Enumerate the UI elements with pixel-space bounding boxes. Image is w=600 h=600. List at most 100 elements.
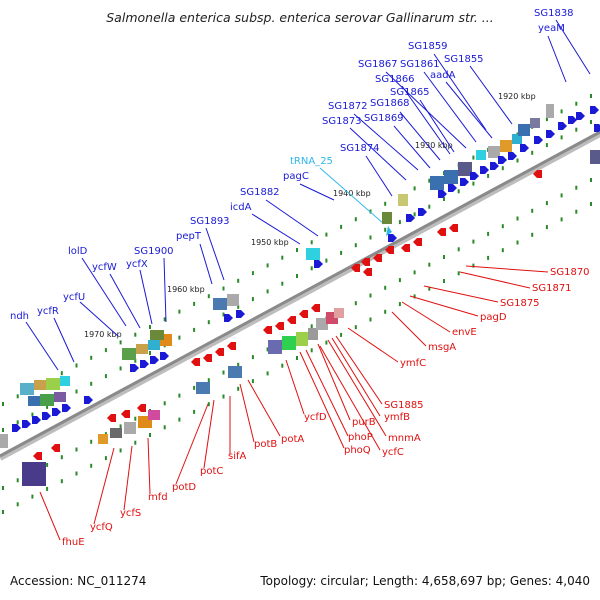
dot-lower-outer [119,448,122,453]
leader-line [299,351,345,449]
leader-line [399,111,441,161]
dot-upper-inner [398,220,401,225]
dot-upper-inner [413,212,416,217]
dot-lower-inner [428,262,431,267]
leader-line [39,491,61,541]
leader-line [205,227,225,281]
leader-line [331,337,381,417]
dot-upper-inner [296,274,298,278]
feature-block [382,212,392,224]
label-forward: icdA [230,202,252,213]
leader-line [401,85,451,155]
forward-arrow [438,190,447,198]
dot-upper-inner [340,250,343,255]
leader-line [163,257,167,323]
label-reverse: SG1875 [500,298,540,309]
dot-lower-inner [222,370,225,375]
label-forward: SG1868 [370,98,410,109]
forward-arrow [62,404,71,412]
dot-lower-outer [296,356,298,360]
dot-lower-inner [487,231,490,236]
feature-block [512,134,522,144]
dot-lower-outer [516,240,519,245]
dot-lower-inner [134,416,137,421]
label-forward: pagC [283,171,309,182]
dot-upper-outer [60,371,63,376]
dot-upper-outer [369,209,372,214]
dot-upper-inner [472,181,475,186]
dot-upper-inner [354,243,357,248]
dot-lower-outer [575,209,578,214]
dot-upper-outer [178,309,181,314]
label-reverse: ycfD [304,412,327,423]
dot-lower-inner [545,201,548,206]
label-reverse: msgA [428,342,456,353]
dot-lower-inner [472,239,475,244]
dot-upper-outer [237,278,240,283]
genome-summary-text: Topology: circular; Length: 4,658,697 bp… [260,574,590,588]
dot-upper-inner [457,189,460,194]
label-reverse: potD [172,482,196,493]
dot-lower-inner [90,439,93,444]
tick-label: 1960 kbp [167,285,205,294]
backbone-shadow [0,131,600,461]
leader-line [247,379,281,437]
dot-upper-outer [472,155,475,160]
label-reverse: envE [452,327,477,338]
label-forward: pepT [176,231,202,242]
dot-upper-inner [104,374,107,379]
leader-line [251,213,301,245]
dot-lower-inner [443,255,445,259]
dot-lower-outer [266,371,269,376]
leader-line [319,345,381,451]
dot-upper-inner [237,304,240,309]
label-reverse: SG1885 [384,400,424,411]
dot-upper-outer [16,394,19,399]
leader-line [175,403,209,485]
forward-arrow [418,208,427,216]
leader-line [419,99,455,153]
label-forward: SG1874 [340,143,380,154]
leader-line [327,339,387,437]
reverse-arrow [121,410,130,418]
dot-upper-inner [2,428,4,432]
label-reverse: mfd [148,492,168,503]
dot-lower-outer [590,202,592,206]
feature-block [444,170,458,184]
feature-block [136,344,148,354]
dot-lower-inner [46,462,49,467]
dot-lower-outer [457,271,460,276]
forward-arrow [388,234,397,242]
dot-lower-inner [266,347,269,352]
label-reverse: phoQ [344,445,371,456]
dot-upper-outer [281,255,284,260]
dot-lower-inner [310,324,313,329]
feature-block [98,434,108,444]
dot-lower-inner [531,208,534,213]
forward-arrow [52,408,61,416]
leader-line [423,71,477,143]
feature-block [530,118,540,128]
tick-label: 1930 kbp [415,141,453,150]
dot-upper-outer [251,271,254,276]
feature-block [518,124,530,136]
reverse-arrow [437,228,446,236]
dot-lower-outer [104,456,107,461]
dot-lower-outer [560,217,563,222]
forward-arrow [236,310,245,318]
dot-lower-inner [119,424,122,429]
label-trna: tRNA_25 [290,156,333,167]
dot-lower-outer [281,363,284,368]
feature-block [0,434,8,448]
label-reverse: potB [254,439,277,450]
dot-lower-inner [2,486,4,490]
feature-block [40,394,54,406]
label-forward: ycfU [63,292,85,303]
feature-block [46,378,60,390]
dot-lower-inner [457,247,460,252]
dot-lower-inner [575,185,578,190]
dot-upper-inner [222,312,225,317]
dot-lower-inner [193,385,196,390]
reverse-arrow [191,358,200,366]
dot-upper-inner [207,320,210,325]
